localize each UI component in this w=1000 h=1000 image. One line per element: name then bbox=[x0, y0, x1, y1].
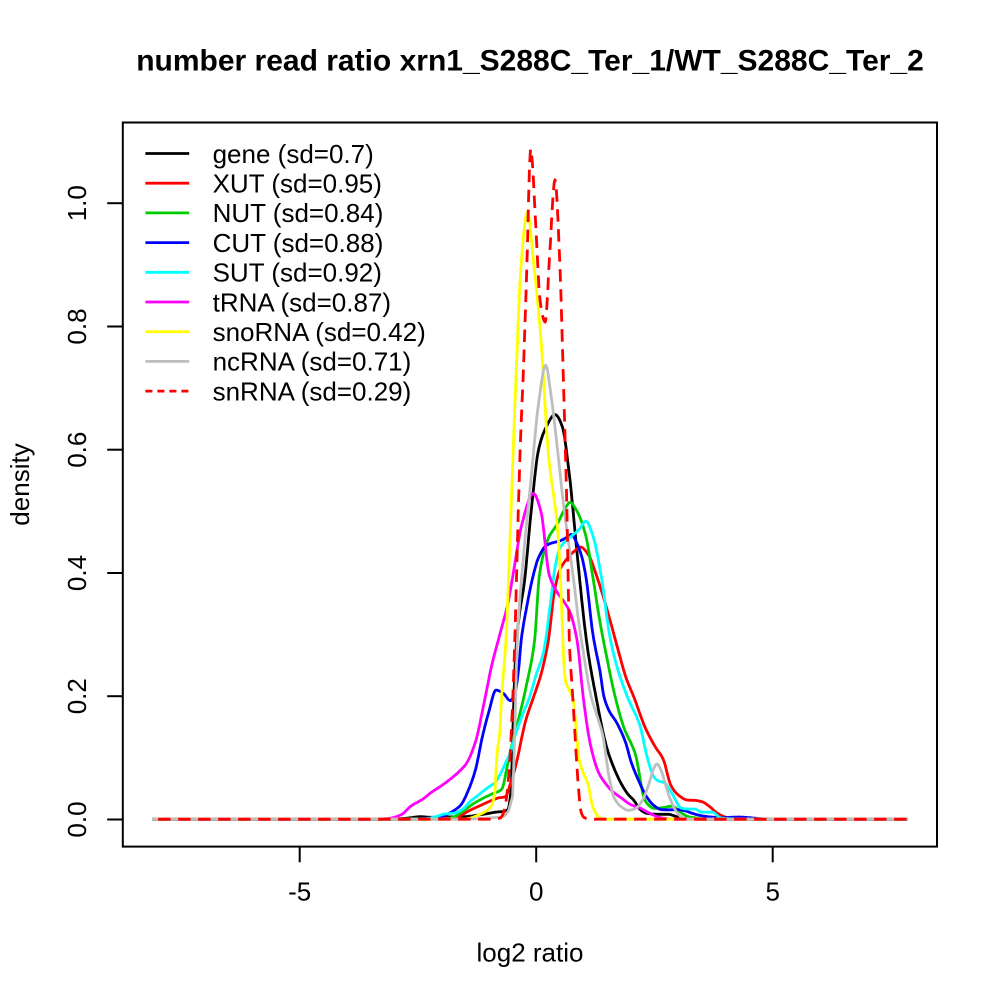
svg-text:0: 0 bbox=[529, 876, 543, 906]
svg-text:snRNA (sd=0.29): snRNA (sd=0.29) bbox=[213, 376, 412, 406]
svg-text:log2 ratio: log2 ratio bbox=[477, 938, 584, 968]
svg-text:ncRNA (sd=0.71): ncRNA (sd=0.71) bbox=[213, 347, 412, 377]
svg-text:density: density bbox=[5, 443, 35, 525]
svg-text:SUT (sd=0.92): SUT (sd=0.92) bbox=[213, 258, 382, 288]
svg-text:XUT (sd=0.95): XUT (sd=0.95) bbox=[213, 169, 382, 199]
svg-text:gene (sd=0.7): gene (sd=0.7) bbox=[213, 139, 374, 169]
svg-text:1.0: 1.0 bbox=[62, 185, 92, 221]
svg-text:NUT (sd=0.84): NUT (sd=0.84) bbox=[213, 198, 384, 228]
svg-text:0.0: 0.0 bbox=[62, 801, 92, 837]
svg-text:CUT (sd=0.88): CUT (sd=0.88) bbox=[213, 228, 384, 258]
svg-text:0.6: 0.6 bbox=[62, 432, 92, 468]
svg-text:snoRNA (sd=0.42): snoRNA (sd=0.42) bbox=[213, 317, 426, 347]
svg-text:tRNA (sd=0.87): tRNA (sd=0.87) bbox=[213, 287, 391, 317]
svg-text:5: 5 bbox=[765, 876, 779, 906]
svg-text:-5: -5 bbox=[288, 876, 311, 906]
svg-text:0.2: 0.2 bbox=[62, 678, 92, 714]
svg-text:0.8: 0.8 bbox=[62, 308, 92, 344]
svg-text:number read ratio xrn1_S288C_T: number read ratio xrn1_S288C_Ter_1/WT_S2… bbox=[136, 45, 924, 78]
svg-text:0.4: 0.4 bbox=[62, 555, 92, 591]
